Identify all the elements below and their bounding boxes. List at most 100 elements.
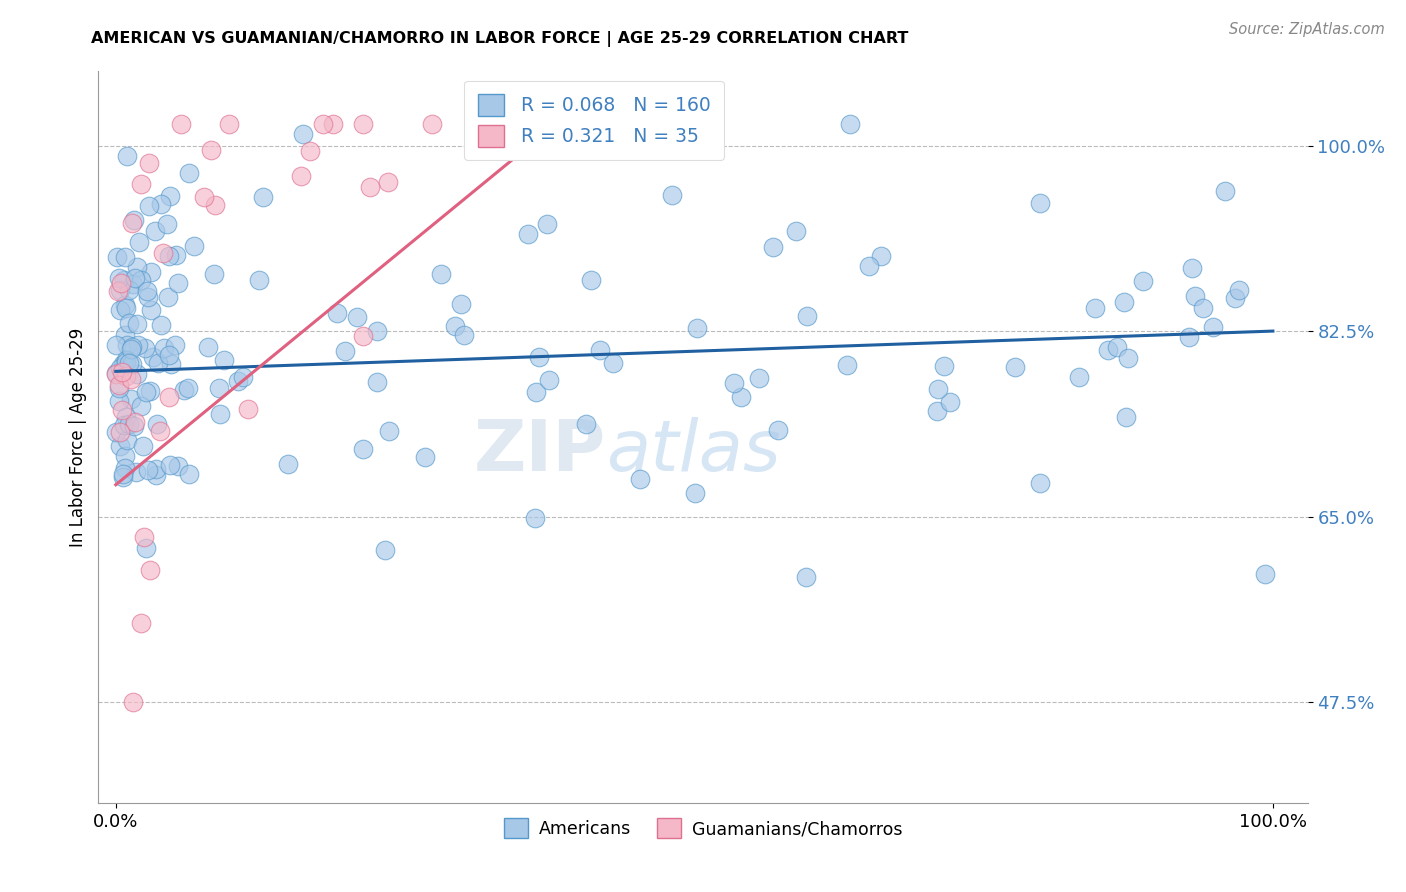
Point	[236, 401, 259, 416]
Point	[179, 166, 201, 180]
Point	[197, 340, 219, 354]
Point	[118, 417, 141, 431]
Point	[837, 358, 859, 372]
Point	[602, 356, 624, 370]
Point	[136, 284, 159, 298]
Point	[169, 117, 191, 131]
Point	[114, 298, 136, 312]
Point	[127, 338, 149, 352]
Point	[125, 367, 148, 381]
Point	[114, 355, 136, 369]
Point	[352, 329, 374, 343]
Point	[110, 276, 132, 290]
Point	[413, 450, 436, 464]
Point	[114, 450, 136, 464]
Point	[131, 177, 153, 191]
Point	[163, 338, 186, 352]
Point	[104, 425, 127, 439]
Point	[1084, 301, 1107, 315]
Point	[125, 260, 148, 275]
Point	[111, 366, 134, 380]
Point	[212, 352, 235, 367]
Point	[135, 384, 157, 399]
Point	[247, 273, 270, 287]
Point	[177, 467, 200, 481]
Point	[661, 187, 683, 202]
Point	[114, 461, 136, 475]
Point	[1097, 343, 1119, 357]
Point	[204, 198, 226, 212]
Point	[208, 381, 231, 395]
Point	[378, 424, 401, 438]
Point	[927, 404, 949, 418]
Point	[121, 341, 143, 355]
Point	[108, 271, 131, 285]
Point	[114, 250, 136, 264]
Point	[335, 343, 357, 358]
Point	[104, 367, 127, 381]
Point	[145, 462, 167, 476]
Point	[108, 303, 131, 318]
Point	[1132, 275, 1154, 289]
Point	[177, 381, 200, 395]
Text: atlas: atlas	[606, 417, 780, 486]
Point	[107, 284, 129, 298]
Point	[111, 402, 134, 417]
Point	[1107, 340, 1129, 354]
Point	[122, 695, 145, 709]
Point	[167, 276, 190, 290]
Point	[193, 190, 215, 204]
Point	[141, 265, 163, 279]
Point	[1225, 291, 1247, 305]
Point	[115, 301, 138, 315]
Point	[110, 439, 132, 453]
Point	[159, 458, 181, 472]
Point	[326, 306, 349, 320]
Text: Source: ZipAtlas.com: Source: ZipAtlas.com	[1229, 22, 1385, 37]
Point	[120, 392, 142, 406]
Point	[120, 342, 142, 356]
Point	[124, 271, 146, 285]
Point	[104, 338, 127, 352]
Point	[838, 117, 860, 131]
Point	[450, 297, 472, 311]
Point	[628, 472, 651, 486]
Point	[132, 530, 155, 544]
Point	[120, 372, 142, 386]
Point	[202, 267, 225, 281]
Point	[1115, 410, 1137, 425]
Point	[128, 235, 150, 250]
Point	[444, 318, 467, 333]
Point	[453, 328, 475, 343]
Point	[138, 199, 160, 213]
Point	[200, 144, 222, 158]
Point	[1178, 330, 1201, 344]
Point	[290, 169, 312, 183]
Point	[105, 366, 128, 380]
Point	[183, 239, 205, 253]
Point	[785, 224, 807, 238]
Text: ZIP: ZIP	[474, 417, 606, 486]
Point	[149, 424, 172, 438]
Point	[526, 384, 548, 399]
Point	[165, 247, 187, 261]
Point	[1004, 360, 1026, 375]
Point	[683, 485, 706, 500]
Point	[537, 373, 560, 387]
Point	[121, 357, 143, 371]
Point	[322, 117, 344, 131]
Point	[152, 246, 174, 260]
Point	[134, 341, 156, 355]
Point	[142, 350, 165, 364]
Point	[167, 458, 190, 473]
Point	[153, 341, 176, 355]
Point	[139, 384, 162, 398]
Y-axis label: In Labor Force | Age 25-29: In Labor Force | Age 25-29	[69, 327, 87, 547]
Point	[766, 423, 789, 437]
Point	[108, 377, 131, 392]
Point	[932, 359, 955, 373]
Point	[129, 273, 152, 287]
Point	[366, 375, 388, 389]
Point	[218, 117, 240, 131]
Point	[374, 542, 396, 557]
